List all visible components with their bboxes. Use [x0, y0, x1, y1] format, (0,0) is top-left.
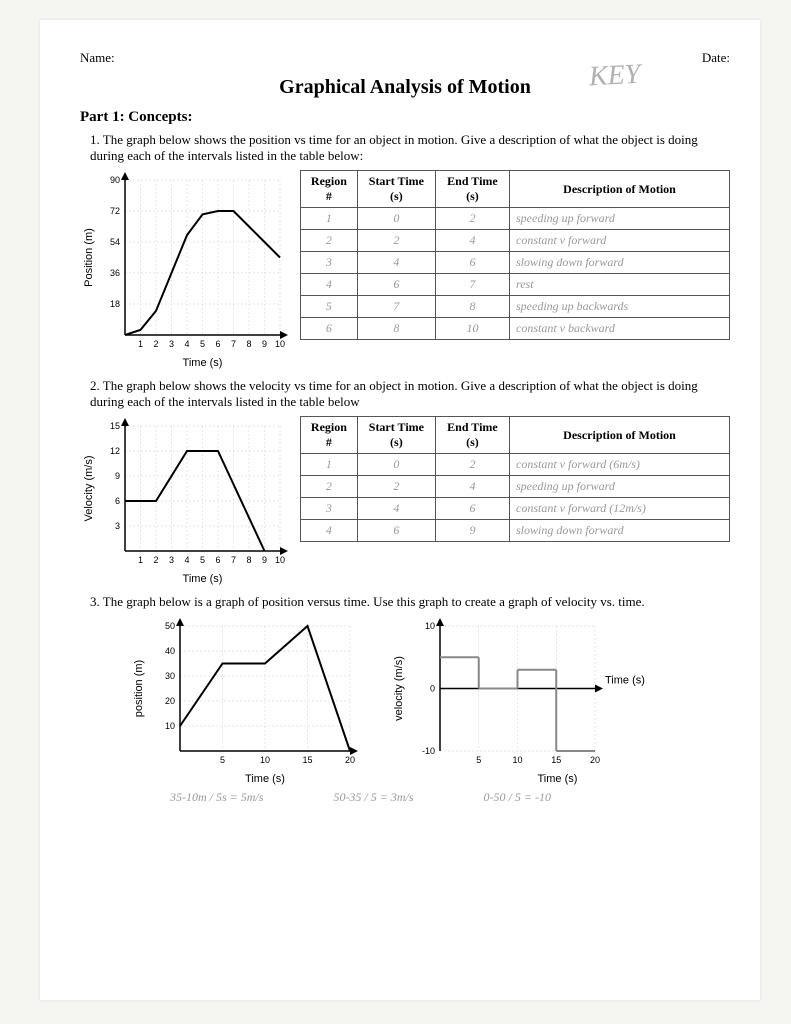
chart-4: 5 10 15 20 -10 0 10 Time (s) Time (s) velocity (m… [390, 616, 650, 786]
svg-text:5: 5 [476, 755, 481, 765]
svg-text:9: 9 [262, 339, 267, 349]
chart-1: 12 34 56 78 9 10 18 36 54 72 90 Time (s) Position (m… [80, 170, 290, 370]
svg-text:12: 12 [110, 446, 120, 456]
th-region: Region # [301, 171, 358, 208]
svg-text:Velocity (m/s): Velocity (m/s) [83, 455, 95, 521]
section-3: 5 10 15 20 10 20 30 40 50 Time (s) position (m) 5 1… [130, 616, 730, 786]
svg-text:4: 4 [184, 339, 189, 349]
svg-text:2: 2 [153, 339, 158, 349]
calculations: 35-10m / 5s = 5m/s 50-35 / 5 = 3m/s 0-50… [170, 790, 730, 805]
svg-text:3: 3 [115, 521, 120, 531]
date-label: Date: [702, 50, 730, 66]
svg-text:8: 8 [246, 339, 251, 349]
svg-text:50: 50 [165, 621, 175, 631]
question-1: 1. The graph below shows the position vs… [90, 132, 730, 164]
svg-text:5: 5 [200, 555, 205, 565]
svg-text:3: 3 [169, 555, 174, 565]
table-row: 469slowing down forward [301, 520, 730, 542]
svg-text:15: 15 [551, 755, 561, 765]
table-row: 346slowing down forward [301, 252, 730, 274]
calc-3: 0-50 / 5 = -10 [484, 790, 551, 805]
svg-text:10: 10 [425, 621, 435, 631]
th-end: End Time (s) [435, 417, 509, 454]
svg-text:6: 6 [215, 339, 220, 349]
chart-3: 5 10 15 20 10 20 30 40 50 Time (s) position (m) [130, 616, 360, 786]
svg-text:2: 2 [153, 555, 158, 565]
svg-text:4: 4 [184, 555, 189, 565]
question-3: 3. The graph below is a graph of positio… [90, 594, 730, 610]
table-row: 578speeding up backwards [301, 296, 730, 318]
table-row: 224constant v forward [301, 230, 730, 252]
svg-text:6: 6 [215, 555, 220, 565]
svg-text:-10: -10 [422, 746, 435, 756]
svg-text:position (m): position (m) [133, 660, 145, 717]
svg-text:velocity (m/s): velocity (m/s) [393, 656, 405, 721]
svg-text:6: 6 [115, 496, 120, 506]
table-row: 467rest [301, 274, 730, 296]
calc-1: 35-10m / 5s = 5m/s [170, 790, 263, 805]
section-1: 12 34 56 78 9 10 18 36 54 72 90 Time (s) Position (m… [80, 170, 730, 370]
name-label: Name: [80, 50, 115, 66]
table-row: 102speeding up forward [301, 208, 730, 230]
section-2: 123456789103691215Time (s)Velocity (m/s)… [80, 416, 730, 586]
svg-text:30: 30 [165, 671, 175, 681]
svg-text:10: 10 [165, 721, 175, 731]
svg-text:7: 7 [231, 555, 236, 565]
chart-2: 123456789103691215Time (s)Velocity (m/s) [80, 416, 290, 586]
th-desc: Description of Motion [510, 417, 730, 454]
table-1: Region # Start Time (s) End Time (s) Des… [300, 170, 730, 340]
th-start: Start Time (s) [357, 417, 435, 454]
svg-text:10: 10 [275, 555, 285, 565]
svg-text:Time (s): Time (s) [538, 773, 578, 785]
table-row: 224speeding up forward [301, 476, 730, 498]
svg-text:Time (s): Time (s) [183, 573, 223, 585]
part1-heading: Part 1: Concepts: [80, 109, 730, 126]
svg-text:5: 5 [220, 755, 225, 765]
svg-text:0: 0 [430, 684, 435, 694]
svg-text:40: 40 [165, 646, 175, 656]
th-end: End Time (s) [435, 171, 509, 208]
svg-text:20: 20 [590, 755, 600, 765]
table-2: Region # Start Time (s) End Time (s) Des… [300, 416, 730, 542]
svg-text:7: 7 [231, 339, 236, 349]
svg-text:Position (m): Position (m) [83, 228, 95, 287]
svg-text:5: 5 [200, 339, 205, 349]
svg-text:1: 1 [138, 555, 143, 565]
svg-text:72: 72 [110, 206, 120, 216]
svg-text:10: 10 [512, 755, 522, 765]
calc-2: 50-35 / 5 = 3m/s [333, 790, 413, 805]
svg-text:Time (s): Time (s) [605, 675, 645, 687]
question-2: 2. The graph below shows the velocity vs… [90, 378, 730, 410]
th-start: Start Time (s) [357, 171, 435, 208]
svg-text:10: 10 [260, 755, 270, 765]
th-desc: Description of Motion [510, 171, 730, 208]
svg-text:18: 18 [110, 299, 120, 309]
svg-text:15: 15 [110, 421, 120, 431]
svg-text:8: 8 [246, 555, 251, 565]
svg-text:20: 20 [345, 755, 355, 765]
table-row: 6810constant v backward [301, 318, 730, 340]
table-row: 346constant v forward (12m/s) [301, 498, 730, 520]
svg-text:9: 9 [262, 555, 267, 565]
svg-text:20: 20 [165, 696, 175, 706]
worksheet-page: KEY Name: Date: Graphical Analysis of Mo… [40, 20, 760, 1000]
svg-text:Time (s): Time (s) [245, 773, 285, 785]
table-row: 102constant v forward (6m/s) [301, 454, 730, 476]
svg-text:3: 3 [169, 339, 174, 349]
svg-text:Time (s): Time (s) [183, 357, 223, 369]
svg-text:90: 90 [110, 175, 120, 185]
svg-text:36: 36 [110, 268, 120, 278]
svg-text:1: 1 [138, 339, 143, 349]
key-handwriting: KEY [588, 59, 641, 94]
svg-text:15: 15 [302, 755, 312, 765]
svg-text:10: 10 [275, 339, 285, 349]
svg-text:54: 54 [110, 237, 120, 247]
th-region: Region # [301, 417, 358, 454]
svg-text:9: 9 [115, 471, 120, 481]
